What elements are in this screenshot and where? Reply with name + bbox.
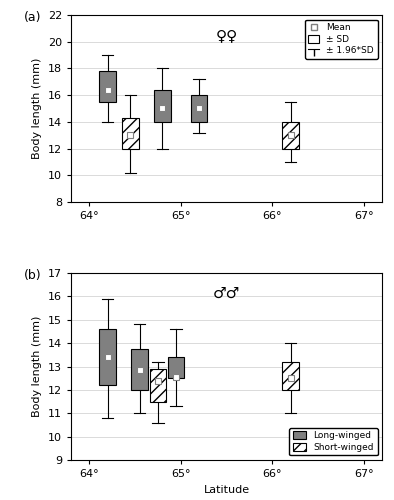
Bar <box>150 369 166 402</box>
Bar <box>282 362 299 390</box>
Bar <box>131 349 148 390</box>
X-axis label: Latitude: Latitude <box>203 484 250 494</box>
Text: ♂♂: ♂♂ <box>213 286 240 301</box>
Legend: Mean, ± SD, ± 1.96*SD: Mean, ± SD, ± 1.96*SD <box>305 20 378 59</box>
Bar <box>154 90 171 122</box>
Bar <box>282 122 299 148</box>
Text: (a): (a) <box>24 12 42 24</box>
Bar <box>191 95 207 122</box>
Bar <box>122 118 139 148</box>
Bar <box>168 357 184 378</box>
Bar <box>99 71 116 102</box>
Legend: Long-winged, Short-winged: Long-winged, Short-winged <box>289 428 378 456</box>
Text: (b): (b) <box>24 270 42 282</box>
Bar <box>99 329 116 385</box>
Y-axis label: Body length (mm): Body length (mm) <box>32 316 42 417</box>
Y-axis label: Body length (mm): Body length (mm) <box>32 58 42 159</box>
Text: ♀♀: ♀♀ <box>216 28 238 43</box>
